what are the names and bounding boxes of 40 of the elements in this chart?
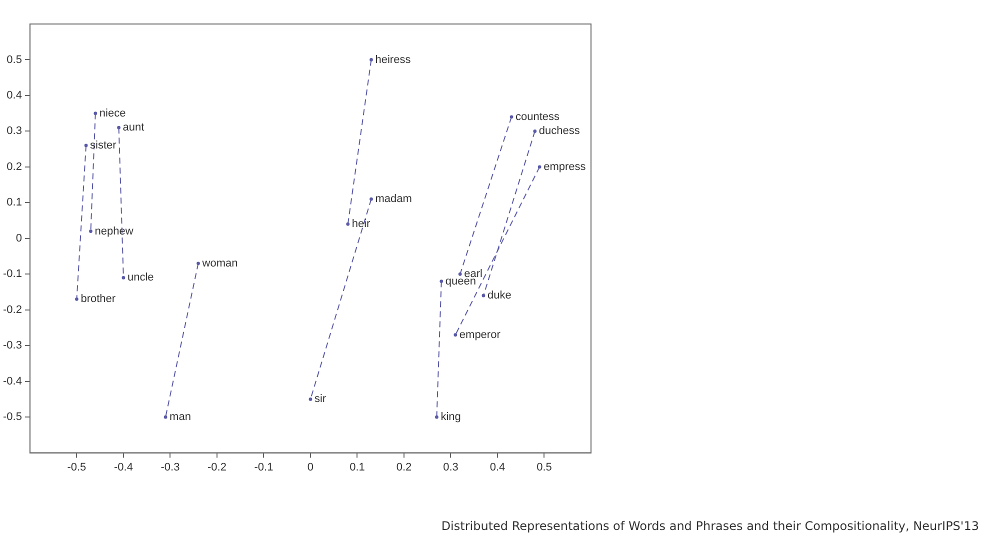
x-tick-label: 0.2 <box>396 461 412 474</box>
y-tick-label: 0.2 <box>6 160 22 173</box>
annotation: brother <box>80 293 116 306</box>
x-tick-label: -0.3 <box>160 461 180 474</box>
x-tick-label: 0.5 <box>536 461 552 474</box>
y-tick-label: -0.1 <box>2 268 22 280</box>
text: Distributed Representations of Words and Phrases and their Compositionality, NeurIPS'13 <box>441 519 979 533</box>
x-tick-label: 0.1 <box>350 461 365 474</box>
y-tick-label: 0.4 <box>6 90 22 102</box>
annotation: heiress <box>375 54 412 66</box>
y-tick-label: 0.5 <box>6 54 22 66</box>
y-tick-label: 0 <box>16 232 22 244</box>
annotation: duke <box>487 290 512 302</box>
annotation: emperor <box>459 328 501 341</box>
y-tick-label: -0.5 <box>2 411 22 424</box>
y-tick-label: 0.3 <box>6 125 22 138</box>
x-tick-label: -0.1 <box>254 461 274 474</box>
x-tick-label: -0.2 <box>207 461 226 474</box>
x-tick-label: -0.5 <box>67 461 86 474</box>
annotation: sir <box>314 393 326 406</box>
annotation: heir <box>352 218 371 230</box>
annotation: duchess <box>538 125 580 138</box>
annotation: madam <box>375 193 412 206</box>
annotation: king <box>440 411 461 424</box>
annotation: man <box>170 411 191 424</box>
x-tick-label: 0 <box>307 461 314 474</box>
x-tick-label: 0.3 <box>443 461 458 474</box>
annotation: uncle <box>127 272 154 284</box>
annotation: nephew <box>94 225 134 238</box>
x-tick-label: -0.4 <box>114 461 133 474</box>
y-tick-label: -0.4 <box>2 375 22 388</box>
annotation: woman <box>201 257 238 270</box>
x-tick-label: 0.4 <box>490 461 506 474</box>
annotation: empress <box>544 160 586 173</box>
annotation: niece <box>99 107 126 120</box>
y-tick-label: -0.2 <box>2 304 22 316</box>
y-tick-label: -0.3 <box>2 340 22 352</box>
annotation: countess <box>516 110 560 123</box>
annotation: aunt <box>122 122 144 134</box>
y-tick-label: 0.1 <box>6 196 22 209</box>
